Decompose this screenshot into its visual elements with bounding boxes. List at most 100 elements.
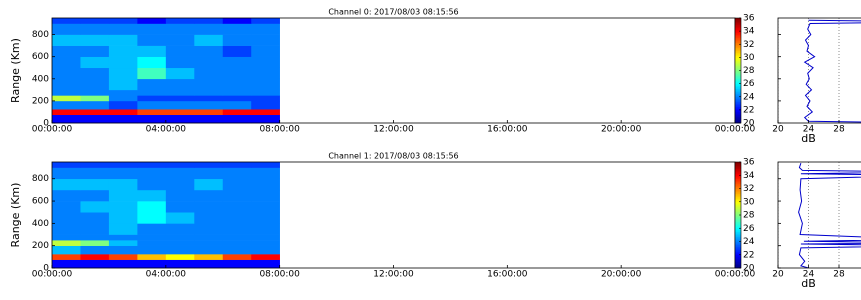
heatmap-cell <box>194 190 223 201</box>
heatmap-cell <box>109 95 138 101</box>
heatmap-cell <box>194 179 223 190</box>
heatmap-cell <box>137 115 166 124</box>
y-tick-label: 800 <box>32 174 49 184</box>
heatmap-cell <box>80 235 109 241</box>
heatmap-cell <box>166 46 195 57</box>
y-tick-label: 200 <box>32 96 49 106</box>
heatmap-cell <box>251 235 280 241</box>
colorbar-tick-label: 28 <box>743 66 755 76</box>
heatmap-cell <box>137 201 166 212</box>
heatmap-cell <box>80 246 109 255</box>
profile-line <box>799 163 861 268</box>
heatmap-cell <box>223 212 252 223</box>
heatmap-cell <box>52 35 81 46</box>
heatmap-cell <box>137 260 166 269</box>
heatmap-cell <box>137 246 166 255</box>
heatmap-cell <box>109 162 138 168</box>
heatmap-cell <box>166 168 195 179</box>
y-tick-label: 800 <box>32 30 49 40</box>
colorbar-segment <box>735 18 741 20</box>
heatmap-cell <box>194 57 223 68</box>
heatmap-cell <box>251 240 280 246</box>
colorbar-tick-label: 22 <box>743 250 754 260</box>
heatmap-cell <box>194 68 223 79</box>
heatmap-cell <box>194 260 223 269</box>
y-tick-label: 600 <box>32 197 49 207</box>
heatmap-cell <box>223 57 252 68</box>
heatmap-cell <box>137 254 166 260</box>
colorbar-tick-label: 20 <box>743 264 755 274</box>
profile-line <box>805 20 861 123</box>
heatmap-cell <box>194 162 223 168</box>
heatmap-cell <box>251 115 280 124</box>
heatmap-cell <box>251 101 280 110</box>
heatmap-cell <box>194 240 223 246</box>
heatmap-cell <box>251 190 280 201</box>
x-tick-label: 00:00:00 <box>32 125 73 135</box>
heatmap-cell <box>166 162 195 168</box>
x-tick-label: 04:00:00 <box>146 125 187 135</box>
heatmap-cell <box>137 168 166 179</box>
chart-title: Channel 1: 2017/08/03 08:15:56 <box>328 152 458 161</box>
heatmap-cell <box>166 18 195 24</box>
x-tick-label: 20:00:00 <box>601 125 642 135</box>
heatmap-cell <box>251 35 280 46</box>
heatmap-cell <box>223 101 252 110</box>
y-axis-label: Range (Km) <box>9 38 22 103</box>
heatmap-cell <box>223 35 252 46</box>
heatmap-cell <box>166 254 195 260</box>
heatmap-cell <box>80 24 109 35</box>
heatmap-cell <box>194 79 223 90</box>
heatmap-cell <box>52 18 81 24</box>
heatmap-cell <box>109 260 138 269</box>
heatmap-cell <box>52 95 81 101</box>
heatmap-cell <box>194 24 223 35</box>
heatmap-cell <box>109 254 138 260</box>
heatmap-cell <box>223 46 252 57</box>
heatmap-cell <box>52 223 81 234</box>
heatmap-cell <box>251 18 280 24</box>
heatmap-cell <box>166 201 195 212</box>
heatmap-cell <box>137 18 166 24</box>
heatmap-cell <box>52 115 81 124</box>
heatmap-cell <box>223 95 252 101</box>
chart-title: Channel 0: 2017/08/03 08:15:56 <box>328 8 458 17</box>
heatmap-cell <box>223 240 252 246</box>
heatmap-cell <box>80 46 109 57</box>
heatmap-cell <box>109 24 138 35</box>
heatmap-cell <box>166 260 195 269</box>
heatmap-cell <box>109 190 138 201</box>
heatmap-cell <box>137 24 166 35</box>
heatmap-cell <box>223 201 252 212</box>
colorbar-tick-label: 32 <box>743 184 754 194</box>
heatmap-cell <box>166 109 195 115</box>
colorbar-tick-label: 30 <box>743 53 755 63</box>
colorbar-tick-label: 26 <box>743 224 755 234</box>
heatmap-cell <box>52 179 81 190</box>
profile-frame <box>778 18 861 123</box>
heatmap-cell <box>166 68 195 79</box>
heatmap-cell <box>166 240 195 246</box>
heatmap-cell <box>194 235 223 241</box>
heatmap-cell <box>80 115 109 124</box>
heatmap-cell <box>80 162 109 168</box>
heatmap-cell <box>194 90 223 96</box>
heatmap-cell <box>137 240 166 246</box>
heatmap-cell <box>109 46 138 57</box>
heatmap-cell <box>137 109 166 115</box>
colorbar-tick-label: 30 <box>743 197 755 207</box>
colorbar-tick-label: 34 <box>743 171 755 181</box>
heatmap-cell <box>251 57 280 68</box>
profile-x-label: dB <box>801 132 816 145</box>
heatmap-cell <box>166 212 195 223</box>
colorbar-tick-label: 20 <box>743 119 755 129</box>
y-tick-label: 400 <box>32 74 49 84</box>
heatmap-cell <box>80 95 109 101</box>
heatmap-cell <box>80 18 109 24</box>
heatmap-cell <box>52 46 81 57</box>
heatmap-cell <box>52 109 81 115</box>
heatmap-cell <box>251 223 280 234</box>
y-axis-label: Range (Km) <box>9 183 22 248</box>
x-tick-label: 20 <box>772 270 784 280</box>
heatmap-cell <box>251 212 280 223</box>
